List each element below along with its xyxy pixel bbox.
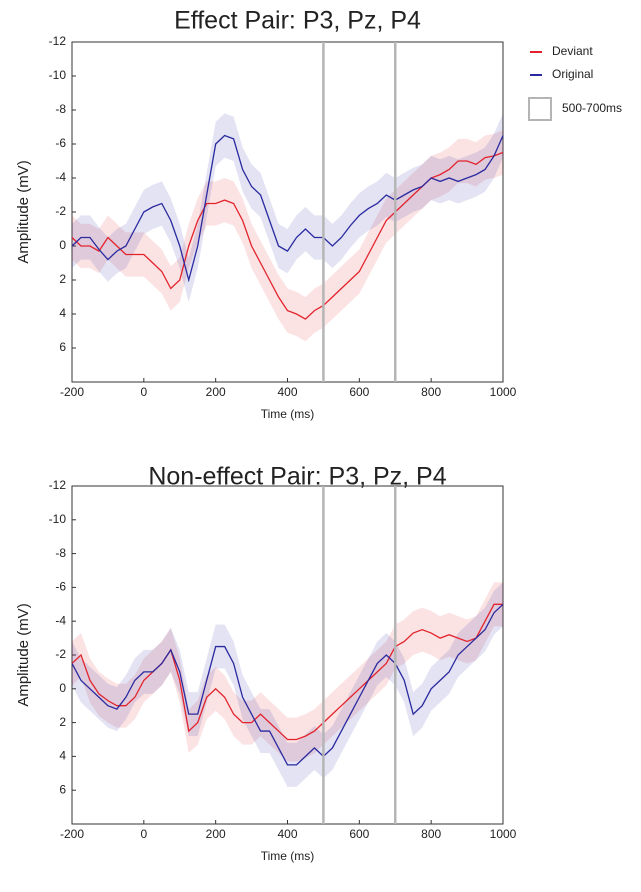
legend-label: Deviant: [552, 44, 593, 58]
y-tick-label: 4: [59, 306, 66, 320]
y-tick-label: 2: [59, 272, 66, 286]
y-tick-label: -12: [49, 478, 67, 492]
y-tick-label: 6: [59, 340, 66, 354]
y-tick-label: 4: [59, 749, 66, 763]
y-tick-label: -2: [55, 204, 66, 218]
y-tick-label: -2: [55, 647, 66, 661]
series-line: [71, 603, 504, 766]
y-tick-label: -4: [55, 170, 66, 184]
x-tick-label: 800: [421, 827, 441, 841]
x-tick-label: 800: [421, 385, 441, 399]
y-tick-label: -6: [55, 580, 66, 594]
x-tick-label: 1000: [490, 385, 517, 399]
y-tick-label: 0: [59, 238, 66, 252]
series-line: [71, 134, 504, 283]
y-tick-label: -10: [49, 512, 67, 526]
x-tick-label: 1000: [490, 827, 517, 841]
series-line: [71, 603, 503, 741]
y-tick-label: 2: [59, 715, 66, 729]
x-axis-label: Time (ms): [261, 407, 315, 421]
x-tick-label: 200: [206, 385, 226, 399]
error-band: [72, 130, 503, 342]
y-axis-label: Amplitude (mV): [15, 603, 32, 706]
x-tick-label: 200: [206, 827, 226, 841]
x-tick-label: -200: [60, 827, 84, 841]
y-axis-label: Amplitude (mV): [15, 160, 32, 263]
y-tick-label: -8: [55, 102, 66, 116]
x-tick-label: 400: [277, 385, 297, 399]
y-tick-label: -4: [55, 613, 66, 627]
x-tick-label: 400: [277, 827, 297, 841]
x-axis-label: Time (ms): [261, 849, 315, 863]
error-band: [72, 582, 503, 787]
chart-title: Effect Pair: P3, Pz, P4: [174, 7, 421, 35]
x-tick-label: 600: [349, 827, 369, 841]
y-tick-label: -10: [49, 68, 67, 82]
legend-label: 500-700ms: [562, 101, 622, 115]
y-tick-label: -8: [55, 546, 66, 560]
legend-window-swatch: [528, 97, 552, 121]
y-tick-label: -6: [55, 136, 66, 150]
error-band: [72, 113, 503, 303]
y-tick-label: 0: [59, 681, 66, 695]
y-tick-label: 6: [59, 782, 66, 796]
x-tick-label: 0: [140, 827, 147, 841]
x-tick-label: 0: [140, 385, 147, 399]
legend-label: Original: [552, 67, 593, 81]
y-tick-label: -12: [49, 34, 67, 48]
x-tick-label: -200: [60, 385, 84, 399]
x-tick-label: 600: [349, 385, 369, 399]
